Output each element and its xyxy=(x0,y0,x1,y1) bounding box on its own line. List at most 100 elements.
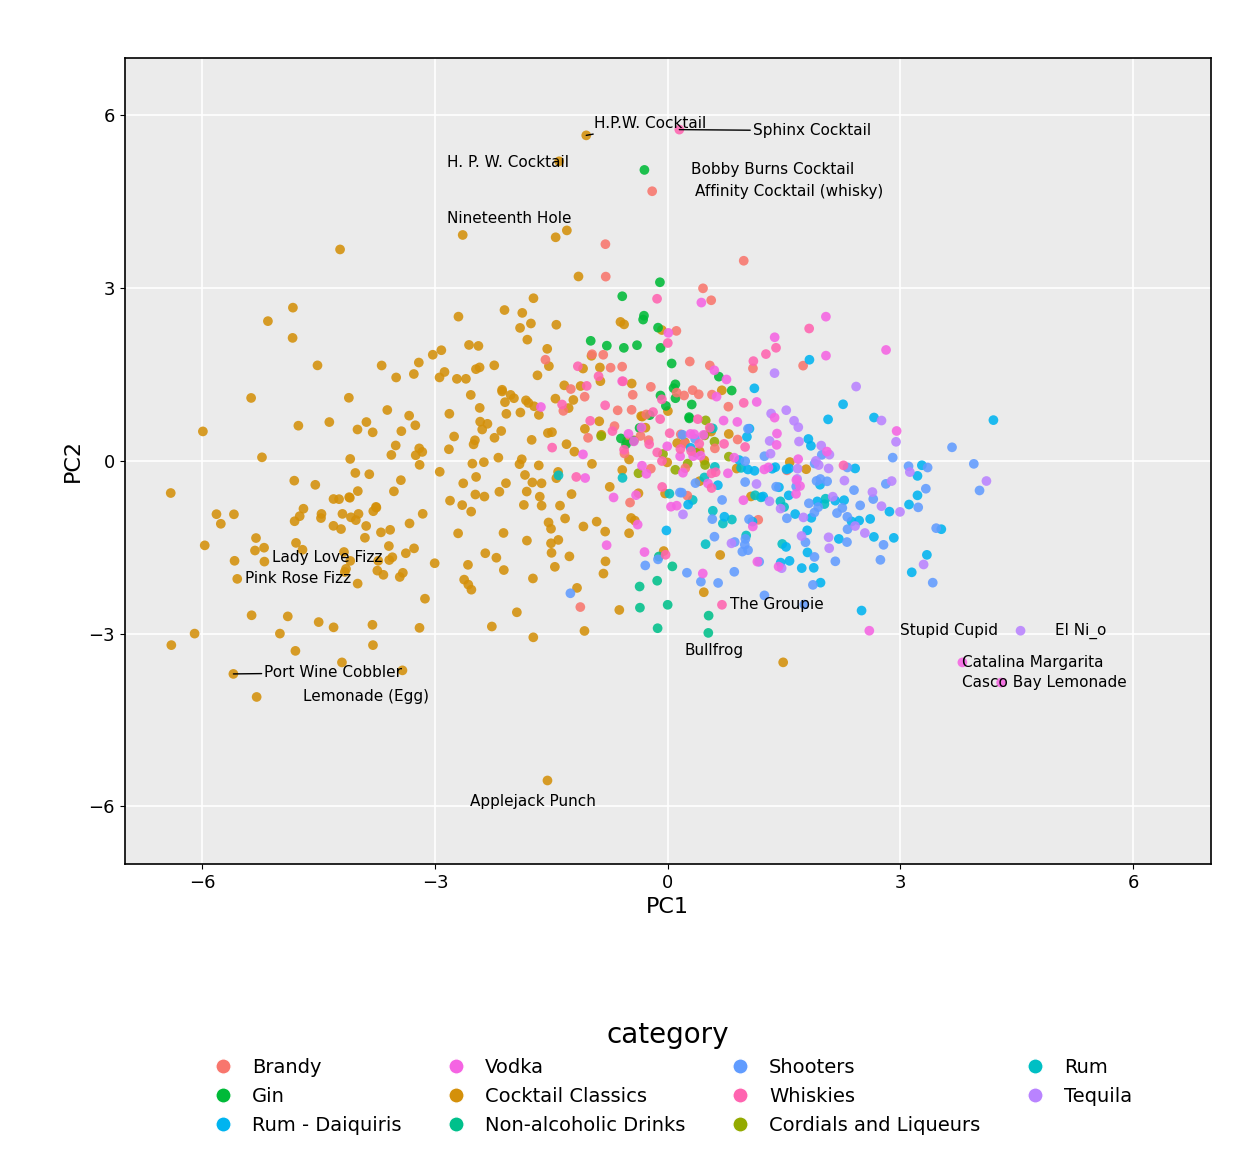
Cocktail Classics xyxy=(547,316,567,334)
Brandy xyxy=(689,385,709,403)
Cocktail Classics xyxy=(524,397,544,416)
Rum - Daiquiris xyxy=(763,460,782,478)
Shooters xyxy=(671,484,691,502)
Cocktail Classics xyxy=(472,420,492,439)
Rum - Daiquiris xyxy=(931,520,951,538)
Cocktail Classics xyxy=(523,289,543,308)
Cocktail Classics xyxy=(631,407,651,425)
Brandy xyxy=(794,356,814,374)
Cocktail Classics xyxy=(412,442,432,461)
Shooters xyxy=(704,528,724,546)
Cordials and Liqueurs xyxy=(629,464,649,483)
Gin xyxy=(613,287,633,305)
Brandy xyxy=(593,346,613,364)
Cocktail Classics xyxy=(346,510,366,529)
Rum xyxy=(683,491,703,509)
Cocktail Classics xyxy=(423,346,443,364)
Rum xyxy=(705,457,725,476)
Rum - Daiquiris xyxy=(860,509,880,528)
Shooters xyxy=(837,458,857,477)
Whiskies xyxy=(714,434,734,453)
Text: Affinity Cocktail (whisky): Affinity Cocktail (whisky) xyxy=(695,183,884,199)
Cocktail Classics xyxy=(307,356,327,374)
Cocktail Classics xyxy=(592,425,612,444)
Shooters xyxy=(802,576,822,594)
Shooters xyxy=(809,498,829,516)
Cocktail Classics xyxy=(329,490,349,508)
Cocktail Classics xyxy=(547,469,567,487)
Cocktail Classics xyxy=(539,357,559,376)
Brandy xyxy=(680,353,700,371)
Cocktail Classics xyxy=(600,478,620,497)
Cocktail Classics xyxy=(567,578,587,597)
Whiskies xyxy=(650,410,670,429)
Tequila xyxy=(760,432,780,450)
Cocktail Classics xyxy=(339,388,359,407)
Whiskies xyxy=(567,468,587,486)
Rum - Daiquiris xyxy=(801,509,821,528)
Whiskies xyxy=(689,434,709,453)
Cocktail Classics xyxy=(447,370,467,388)
Tequila xyxy=(846,378,866,396)
Tequila xyxy=(900,463,920,482)
Whiskies xyxy=(756,344,776,363)
Vodka xyxy=(748,553,768,571)
Text: Catalina Margarita: Catalina Margarita xyxy=(962,654,1104,670)
Cocktail Classics xyxy=(193,422,213,440)
Cocktail Classics xyxy=(247,688,267,706)
Tequila xyxy=(890,502,910,521)
Cocktail Classics xyxy=(633,408,653,426)
Tequila xyxy=(835,471,855,490)
Cordials and Liqueurs xyxy=(678,454,698,472)
Cocktail Classics xyxy=(613,461,633,479)
Vodka xyxy=(631,418,651,437)
Brandy xyxy=(701,386,721,404)
Rum - Daiquiris xyxy=(880,502,900,521)
Cocktail Classics xyxy=(466,485,485,503)
Rum - Daiquiris xyxy=(799,430,819,448)
Text: Casco Bay Lemonade: Casco Bay Lemonade xyxy=(962,675,1127,690)
Rum - Daiquiris xyxy=(745,462,765,480)
Brandy xyxy=(743,359,763,378)
Cocktail Classics xyxy=(654,541,674,560)
Cocktail Classics xyxy=(651,320,671,339)
Gin xyxy=(664,379,684,397)
Shooters xyxy=(670,484,690,502)
Text: Nineteenth Hole: Nineteenth Hole xyxy=(447,211,572,227)
Cocktail Classics xyxy=(719,425,739,444)
Shooters xyxy=(733,543,753,561)
Shooters xyxy=(837,520,857,538)
Cocktail Classics xyxy=(538,772,558,790)
Cocktail Classics xyxy=(406,446,426,464)
Cocktail Classics xyxy=(323,490,343,508)
Cocktail Classics xyxy=(334,562,354,581)
Shooters xyxy=(739,510,759,529)
Vodka xyxy=(636,464,656,483)
Cocktail Classics xyxy=(624,431,644,449)
Cocktail Classics xyxy=(354,529,374,547)
Cocktail Classics xyxy=(595,522,615,540)
Rum - Daiquiris xyxy=(708,476,728,494)
Cocktail Classics xyxy=(368,552,388,570)
Rum xyxy=(713,514,733,532)
Cocktail Classics xyxy=(377,401,397,419)
Vodka xyxy=(673,463,693,482)
Rum - Daiquiris xyxy=(917,546,937,564)
Text: H. P. W. Cocktail: H. P. W. Cocktail xyxy=(447,154,569,170)
Cocktail Classics xyxy=(575,419,595,438)
Cocktail Classics xyxy=(258,312,278,331)
Rum - Daiquiris xyxy=(899,495,919,514)
Cordials and Liqueurs xyxy=(592,427,612,446)
Tequila xyxy=(809,456,829,475)
Cocktail Classics xyxy=(557,221,577,240)
Rum xyxy=(703,501,723,520)
Brandy xyxy=(641,378,661,396)
Cocktail Classics xyxy=(570,377,590,395)
Whiskies xyxy=(648,444,668,462)
Shooters xyxy=(754,447,774,465)
Cocktail Classics xyxy=(780,453,800,471)
Whiskies xyxy=(577,377,597,395)
Cocktail Classics xyxy=(206,505,226,523)
Cocktail Classics xyxy=(429,463,449,482)
Cocktail Classics xyxy=(548,463,568,482)
